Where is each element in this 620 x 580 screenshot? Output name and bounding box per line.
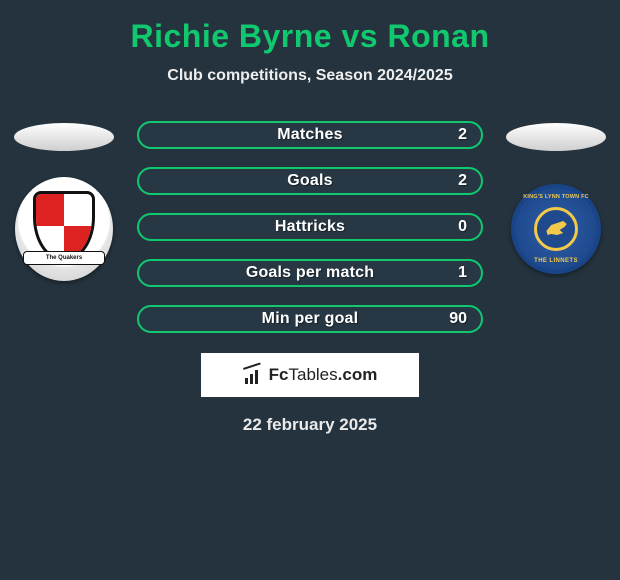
stat-right-value: 1 bbox=[458, 264, 467, 282]
stat-row-goals-per-match: Goals per match 1 bbox=[137, 259, 483, 287]
stats-column: Matches 2 Goals 2 Hattricks 0 Goals per … bbox=[137, 121, 483, 333]
stat-right-value: 2 bbox=[458, 172, 467, 190]
club-round-icon: KING'S LYNN TOWN FC THE LINNETS bbox=[511, 184, 601, 274]
comparison-infographic: Richie Byrne vs Ronan Club competitions,… bbox=[0, 0, 620, 435]
stat-row-min-per-goal: Min per goal 90 bbox=[137, 305, 483, 333]
brand-text: FcTables.com bbox=[269, 365, 378, 385]
page-title: Richie Byrne vs Ronan bbox=[130, 18, 489, 55]
stat-label: Min per goal bbox=[262, 310, 359, 328]
stat-right-value: 2 bbox=[458, 126, 467, 144]
footer-date: 22 february 2025 bbox=[243, 415, 377, 435]
club-left-banner: The Quakers bbox=[23, 251, 105, 265]
brand-badge: FcTables.com bbox=[201, 353, 419, 397]
bird-icon bbox=[544, 219, 568, 239]
player-right-club-logo: KING'S LYNN TOWN FC THE LINNETS bbox=[507, 177, 605, 281]
player-left-photo-placeholder bbox=[14, 123, 114, 151]
main-row: The Quakers Matches 2 Goals 2 Hattricks … bbox=[0, 121, 620, 333]
club-shield-icon: The Quakers bbox=[15, 177, 113, 281]
stat-label: Matches bbox=[277, 126, 342, 144]
brand-strong: Fc bbox=[269, 365, 289, 384]
stat-right-value: 90 bbox=[449, 310, 467, 328]
brand-light: Tables bbox=[289, 365, 338, 384]
brand-suffix: .com bbox=[338, 365, 378, 384]
stat-label: Hattricks bbox=[275, 218, 345, 236]
stat-row-hattricks: Hattricks 0 bbox=[137, 213, 483, 241]
player-left-club-logo: The Quakers bbox=[15, 177, 113, 281]
stat-right-value: 0 bbox=[458, 218, 467, 236]
chart-icon bbox=[243, 366, 263, 384]
club-right-ring-top: KING'S LYNN TOWN FC bbox=[523, 194, 589, 200]
player-right-column: KING'S LYNN TOWN FC THE LINNETS bbox=[501, 121, 611, 281]
player-left-column: The Quakers bbox=[9, 121, 119, 281]
stat-row-goals: Goals 2 bbox=[137, 167, 483, 195]
stat-label: Goals bbox=[287, 172, 332, 190]
stat-label: Goals per match bbox=[246, 264, 374, 282]
player-right-photo-placeholder bbox=[506, 123, 606, 151]
stat-row-matches: Matches 2 bbox=[137, 121, 483, 149]
page-subtitle: Club competitions, Season 2024/2025 bbox=[167, 67, 452, 85]
club-right-ring-bottom: THE LINNETS bbox=[534, 258, 578, 264]
